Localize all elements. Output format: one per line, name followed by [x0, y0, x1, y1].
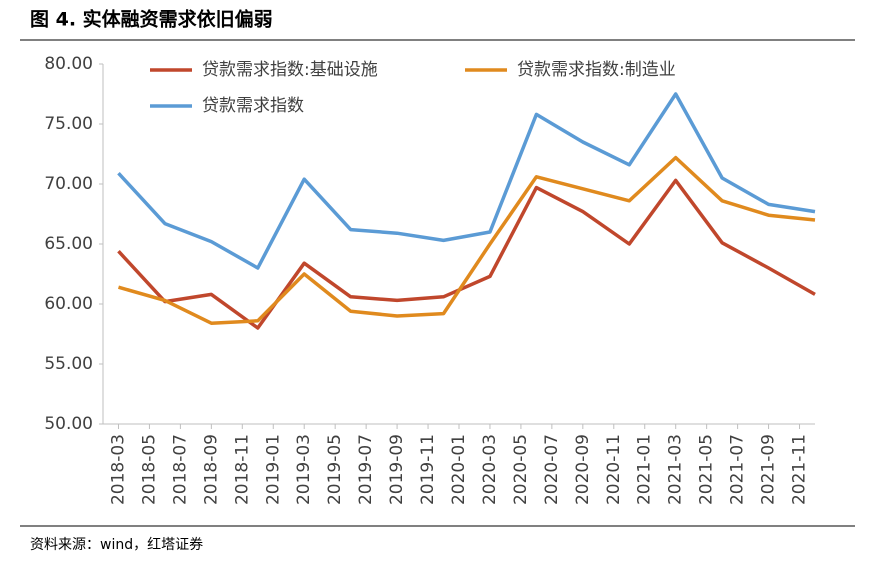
x-tick-label: 2018-09: [201, 434, 221, 505]
x-tick-label: 2020-01: [449, 434, 469, 505]
legend-label: 贷款需求指数:基础设施: [202, 60, 378, 80]
x-tick-label: 2021-09: [759, 434, 779, 505]
x-tick-label: 2019-07: [356, 434, 376, 505]
x-tick-label: 2019-01: [263, 434, 283, 505]
source: 资料来源：wind，红塔证券: [30, 537, 203, 553]
legend-label: 贷款需求指数:制造业: [517, 60, 676, 80]
x-tick-label: 2020-03: [480, 434, 500, 505]
line: [117, 178, 816, 330]
x-tick-label: 2019-09: [387, 434, 407, 505]
x-tick-label: 2019-11: [418, 434, 438, 505]
x-tick-label: 2021-07: [728, 434, 748, 505]
x-tick-label: 2020-11: [604, 434, 624, 505]
x-tick-label: 2019-03: [294, 434, 314, 505]
x-tick-label: 2020-09: [573, 434, 593, 505]
y-tick-label: 75.00: [44, 114, 93, 134]
line: [117, 155, 816, 325]
y-tick-label: 50.00: [44, 414, 93, 434]
chart-title: 图 4. 实体融资需求依旧偏弱: [30, 8, 273, 31]
x-tick-label: 2021-01: [635, 434, 655, 505]
y-tick-label: 55.00: [44, 354, 93, 374]
legend-label: 贷款需求指数: [202, 96, 304, 116]
x-tick-label: 2018-03: [108, 434, 128, 505]
y-tick-label: 65.00: [44, 234, 93, 254]
x-tick-label: 2021-11: [790, 434, 810, 505]
line: [117, 92, 816, 270]
x-tick-label: 2021-05: [697, 434, 717, 505]
x-tick-label: 2018-11: [232, 434, 252, 505]
x-tick-label: 2020-07: [542, 434, 562, 505]
y-tick-label: 80.00: [44, 54, 93, 74]
x-tick-label: 2021-03: [666, 434, 686, 505]
x-tick-label: 2018-05: [139, 434, 159, 505]
x-tick-label: 2018-07: [170, 434, 190, 505]
y-tick-label: 60.00: [44, 294, 93, 314]
y-tick-label: 70.00: [44, 174, 93, 194]
x-tick-label: 2020-05: [511, 434, 531, 505]
x-tick-label: 2019-05: [325, 434, 345, 505]
